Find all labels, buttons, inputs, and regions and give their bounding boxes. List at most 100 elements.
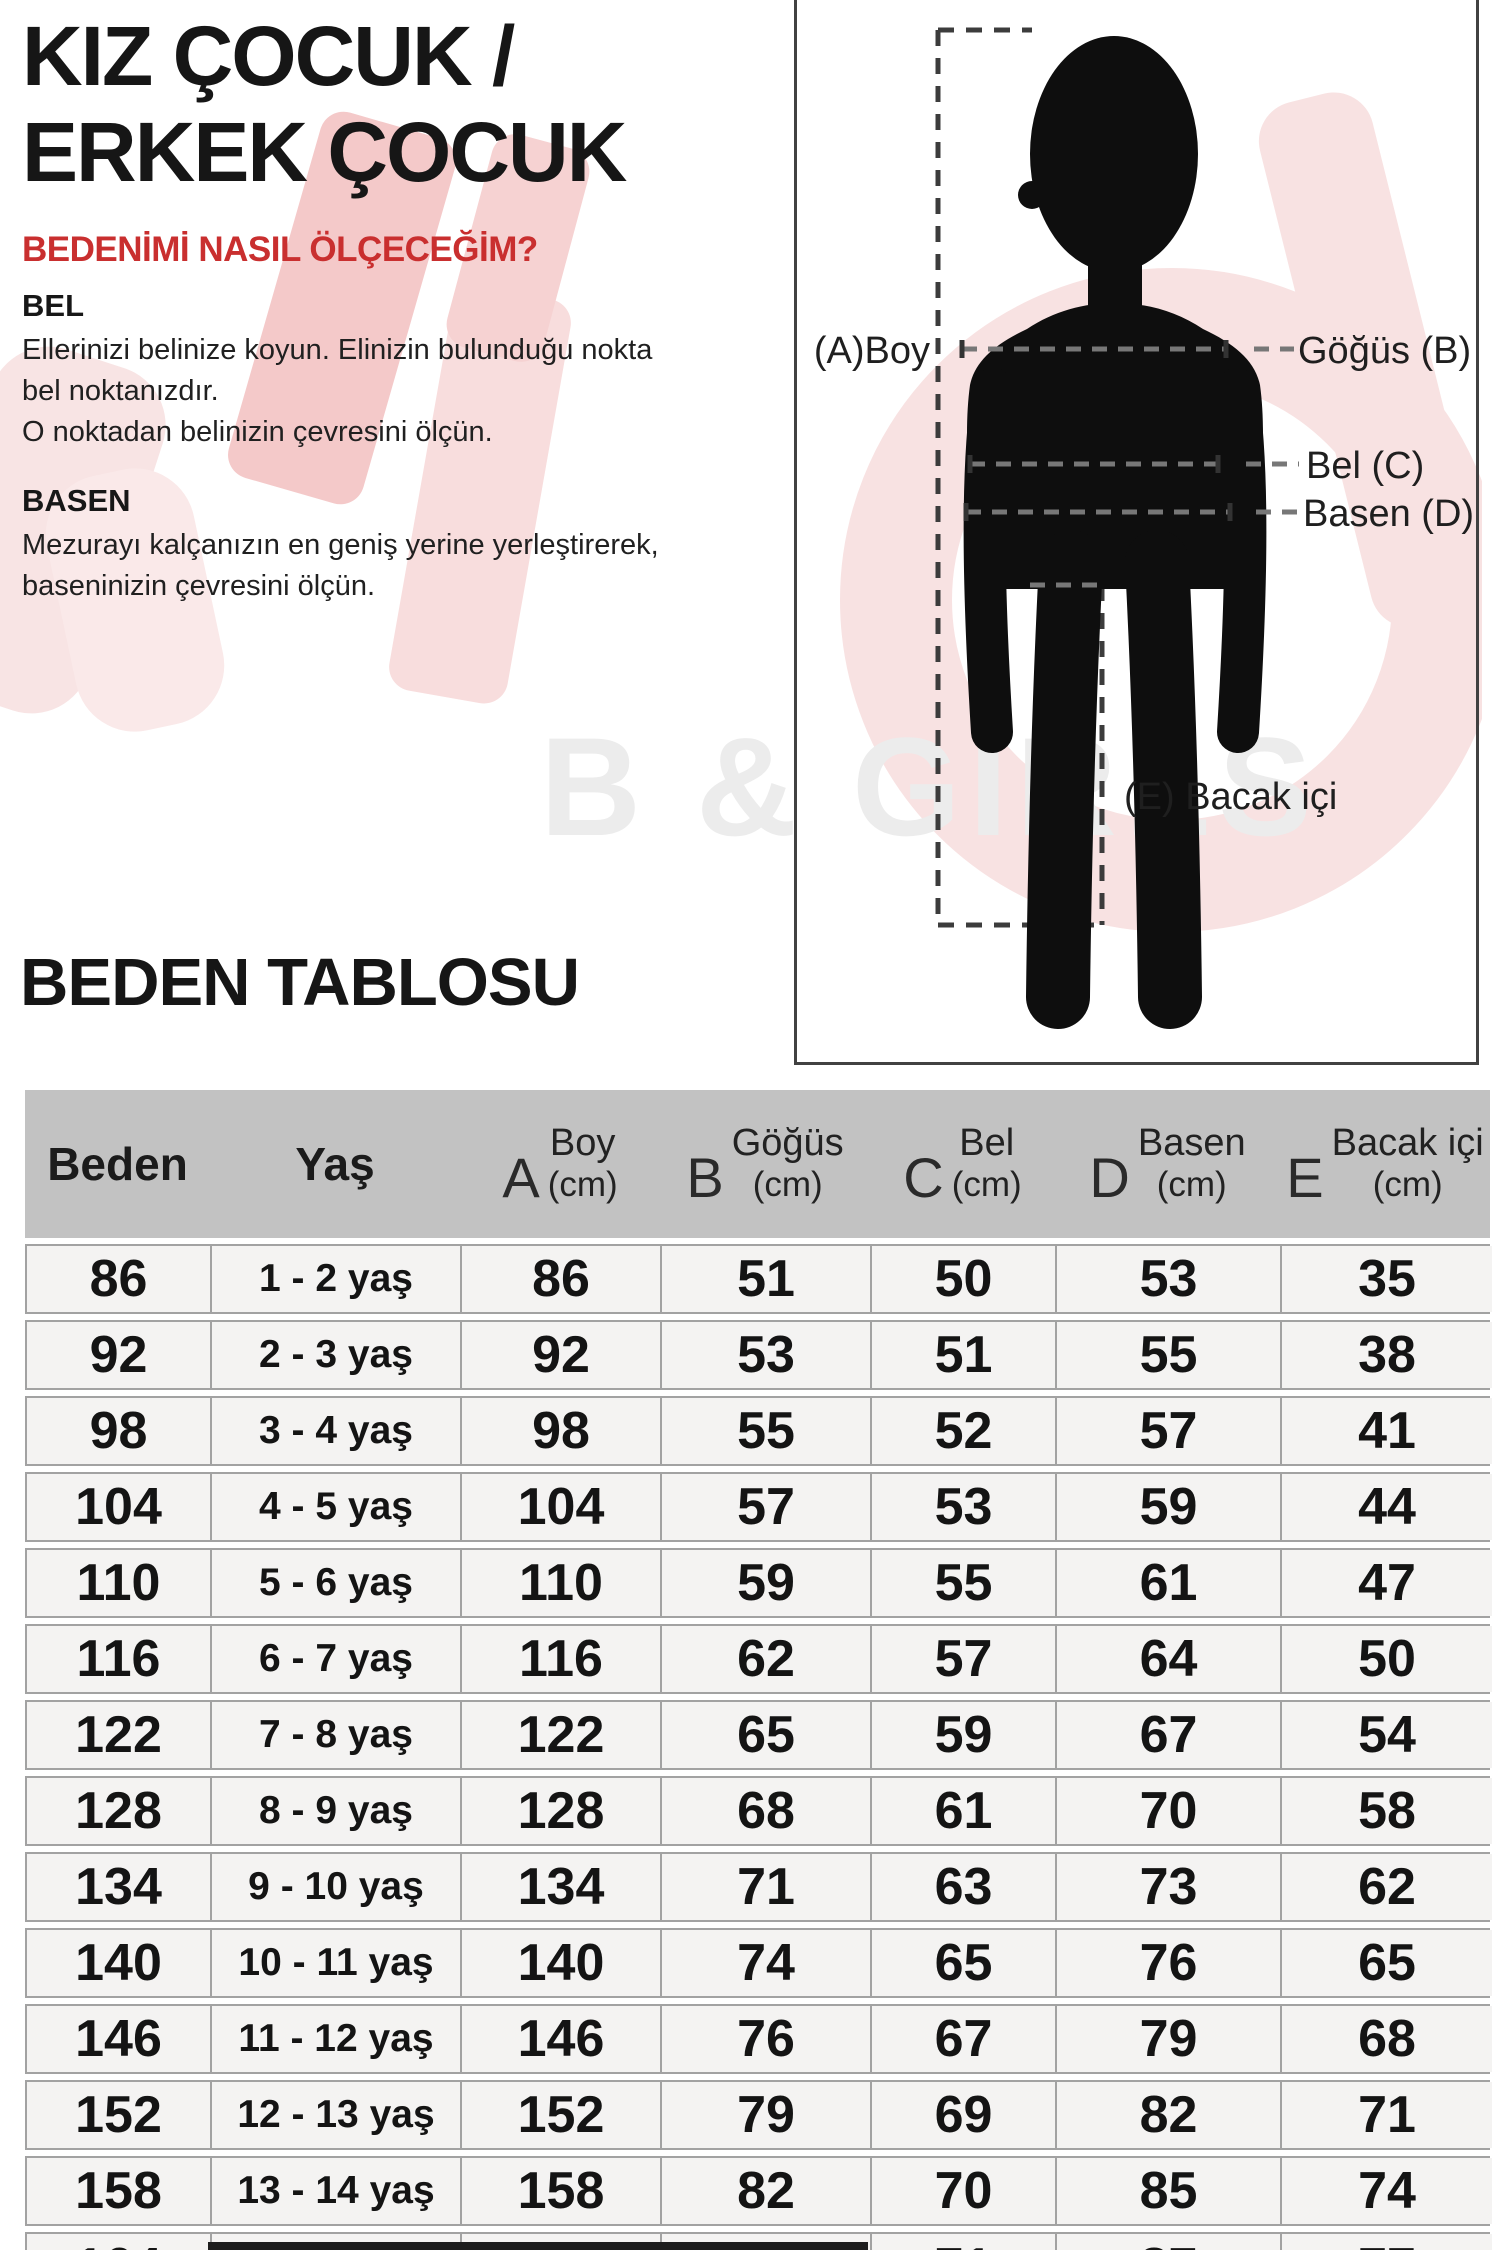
table-cell-bacak-ici: 41 (1282, 1398, 1492, 1464)
table-cell-beden: 86 (27, 1246, 212, 1312)
table-cell-beden: 158 (27, 2158, 212, 2224)
header-gogus: B Göğüs (cm) (686, 1122, 844, 1209)
table-cell-basen: 82 (1057, 2082, 1282, 2148)
table-title: BEDEN TABLOSU (20, 945, 580, 1020)
table-cell-yas: 1 - 2 yaş (212, 1246, 462, 1312)
table-cell-beden: 164 (27, 2234, 212, 2250)
table-cell-basen: 67 (1057, 1702, 1282, 1768)
child-silhouette-diagram: (A)Boy Göğüs (B) Bel (C) Basen (D) (E) B… (814, 27, 1474, 1029)
table-cell-bacak-ici: 38 (1282, 1322, 1492, 1388)
table-cell-boy: 86 (462, 1246, 662, 1312)
table-cell-boy: 158 (462, 2158, 662, 2224)
instruction-section-bel: BEL Ellerinizi belinize koyun. Elinizin … (22, 288, 662, 453)
table-cell-bel: 50 (872, 1246, 1057, 1312)
table-cell-bacak-ici: 58 (1282, 1778, 1492, 1844)
table-cell-bacak-ici: 54 (1282, 1702, 1492, 1768)
table-cell-bel: 63 (872, 1854, 1057, 1920)
label-basen: Basen (D) (1303, 493, 1474, 535)
table-cell-yas: 6 - 7 yaş (212, 1626, 462, 1692)
table-cell-beden: 92 (27, 1322, 212, 1388)
table-cell-beden: 146 (27, 2006, 212, 2072)
table-cell-bacak-ici: 74 (1282, 2158, 1492, 2224)
table-cell-basen: 73 (1057, 1854, 1282, 1920)
table-cell-gogus: 82 (662, 2158, 872, 2224)
instruction-line: bel noktanızdır. (22, 375, 219, 407)
table-cell-beden: 134 (27, 1854, 212, 1920)
table-cell-boy: 146 (462, 2006, 662, 2072)
table-cell-basen: 61 (1057, 1550, 1282, 1616)
table-cell-gogus: 65 (662, 1702, 872, 1768)
table-row: 146 11 - 12 yaş 146 76 67 79 68 (25, 2004, 1492, 2074)
table-row: 92 2 - 3 yaş 92 53 51 55 38 (25, 1320, 1492, 1390)
header-bacak-ici: E Bacak içi (cm) (1286, 1122, 1484, 1209)
page-title-line1: KIZ ÇOCUK / (22, 9, 515, 103)
table-row: 104 4 - 5 yaş 104 57 53 59 44 (25, 1472, 1492, 1542)
table-cell-beden: 116 (27, 1626, 212, 1692)
table-cell-yas: 11 - 12 yaş (212, 2006, 462, 2072)
girth-measure-dashes (962, 346, 1299, 588)
table-cell-basen: 57 (1057, 1398, 1282, 1464)
table-cell-boy: 152 (462, 2082, 662, 2148)
table-cell-yas: 5 - 6 yaş (212, 1550, 462, 1616)
table-cell-bacak-ici: 50 (1282, 1626, 1492, 1692)
section-label-basen: BASEN (22, 483, 131, 518)
table-cell-yas: 4 - 5 yaş (212, 1474, 462, 1540)
table-row: 116 6 - 7 yaş 116 62 57 64 50 (25, 1624, 1492, 1694)
table-row: 158 13 - 14 yaş 158 82 70 85 74 (25, 2156, 1492, 2226)
instruction-line: baseninizin çevresini ölçün. (22, 570, 376, 602)
table-cell-bel: 70 (872, 2158, 1057, 2224)
table-cell-gogus: 74 (662, 1930, 872, 1996)
size-table-header: Beden Yaş A Boy (cm) B Göğüs (cm) C (25, 1090, 1490, 1238)
table-cell-bel: 71 (872, 2234, 1057, 2250)
table-cell-beden: 104 (27, 1474, 212, 1540)
table-cell-yas: 7 - 8 yaş (212, 1702, 462, 1768)
table-cell-bel: 51 (872, 1322, 1057, 1388)
table-cell-basen: 70 (1057, 1778, 1282, 1844)
table-row: 86 1 - 2 yaş 86 51 50 53 35 (25, 1244, 1492, 1314)
table-cell-bel: 55 (872, 1550, 1057, 1616)
table-cell-basen: 85 (1057, 2158, 1282, 2224)
table-cell-beden: 122 (27, 1702, 212, 1768)
height-measure-dashes (935, 27, 1105, 928)
figure-watermark-area (794, 0, 1482, 1068)
instruction-line: Ellerinizi belinize koyun. Elinizin bulu… (22, 334, 653, 366)
instruction-line: O noktadan belinizin çevresini ölçün. (22, 416, 493, 448)
table-cell-basen: 64 (1057, 1626, 1282, 1692)
table-cell-beden: 152 (27, 2082, 212, 2148)
table-cell-gogus: 59 (662, 1550, 872, 1616)
table-cell-bel: 57 (872, 1626, 1057, 1692)
table-cell-bel: 53 (872, 1474, 1057, 1540)
section-label-bel: BEL (22, 288, 84, 323)
table-cell-yas: 9 - 10 yaş (212, 1854, 462, 1920)
table-cell-gogus: 57 (662, 1474, 872, 1540)
table-cell-bacak-ici: 68 (1282, 2006, 1492, 2072)
table-cell-beden: 128 (27, 1778, 212, 1844)
table-cell-boy: 104 (462, 1474, 662, 1540)
table-row: 98 3 - 4 yaş 98 55 52 57 41 (25, 1396, 1492, 1466)
table-cell-boy: 140 (462, 1930, 662, 1996)
table-cell-bacak-ici: 44 (1282, 1474, 1492, 1540)
table-cell-boy: 92 (462, 1322, 662, 1388)
table-row: 128 8 - 9 yaş 128 68 61 70 58 (25, 1776, 1492, 1846)
table-cell-gogus: 62 (662, 1626, 872, 1692)
table-cell-yas: 12 - 13 yaş (212, 2082, 462, 2148)
measurement-diagram: (A)Boy Göğüs (B) Bel (C) Basen (D) (E) B… (794, 0, 1479, 1065)
instruction-section-basen: BASEN Mezurayı kalçanızın en geniş yerin… (22, 483, 662, 607)
table-cell-bacak-ici: 65 (1282, 1930, 1492, 1996)
how-to-measure-heading: BEDENİMİ NASIL ÖLÇECEĞİM? (22, 230, 538, 269)
measure-instructions: BEL Ellerinizi belinize koyun. Elinizin … (22, 288, 662, 637)
cropped-bottom-element (208, 2242, 868, 2250)
table-cell-basen: 76 (1057, 1930, 1282, 1996)
header-boy: A Boy (cm) (502, 1122, 618, 1209)
table-cell-boy: 98 (462, 1398, 662, 1464)
table-cell-boy: 122 (462, 1702, 662, 1768)
table-cell-boy: 128 (462, 1778, 662, 1844)
table-cell-gogus: 71 (662, 1854, 872, 1920)
label-bacak-ici: (E) Bacak içi (1124, 776, 1337, 818)
label-gogus: Göğüs (B) (1298, 330, 1471, 372)
table-row: 134 9 - 10 yaş 134 71 63 73 62 (25, 1852, 1492, 1922)
page-title-line2: ERKEK ÇOCUK (22, 105, 627, 199)
table-row: 140 10 - 11 yaş 140 74 65 76 65 (25, 1928, 1492, 1998)
size-table-body: 86 1 - 2 yaş 86 51 50 53 35 92 2 - 3 yaş… (25, 1244, 1492, 2250)
